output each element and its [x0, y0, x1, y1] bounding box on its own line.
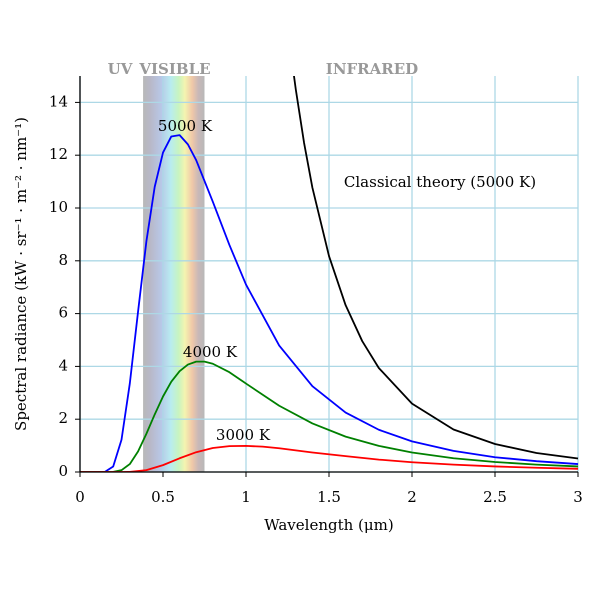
y-tick-label: 12	[49, 145, 68, 163]
y-tick-label: 6	[58, 304, 68, 322]
x-tick-label: 1	[241, 488, 251, 506]
y-tick-label: 4	[58, 356, 68, 374]
region-label: INFRARED	[326, 60, 418, 78]
series-label: 4000 K	[183, 343, 238, 361]
region-label: UV	[108, 60, 133, 78]
series-label: 5000 K	[158, 117, 213, 135]
y-tick-label: 2	[58, 409, 68, 427]
y-tick-label: 10	[49, 198, 68, 216]
x-tick-label: 2.5	[483, 488, 507, 506]
y-axis-title: Spectral radiance (kW · sr⁻¹ · m⁻² · nm⁻…	[12, 117, 30, 431]
y-tick-label: 0	[58, 462, 68, 480]
series-label: 3000 K	[216, 426, 271, 444]
visible-band	[143, 76, 205, 472]
y-tick-label: 8	[58, 251, 68, 269]
region-label: VISIBLE	[138, 60, 210, 78]
series-label: Classical theory (5000 K)	[344, 173, 536, 191]
x-tick-label: 2	[407, 488, 417, 506]
series-line	[80, 360, 579, 472]
y-tick-label: 14	[49, 92, 68, 110]
series-line	[80, 444, 579, 472]
x-tick-label: 0.5	[151, 488, 175, 506]
series-line	[80, 134, 579, 472]
x-axis-title: Wavelength (μm)	[264, 516, 393, 534]
x-tick-label: 1.5	[317, 488, 341, 506]
x-tick-label: 3	[573, 488, 583, 506]
series-line	[293, 76, 579, 460]
x-tick-label: 0	[75, 488, 85, 506]
